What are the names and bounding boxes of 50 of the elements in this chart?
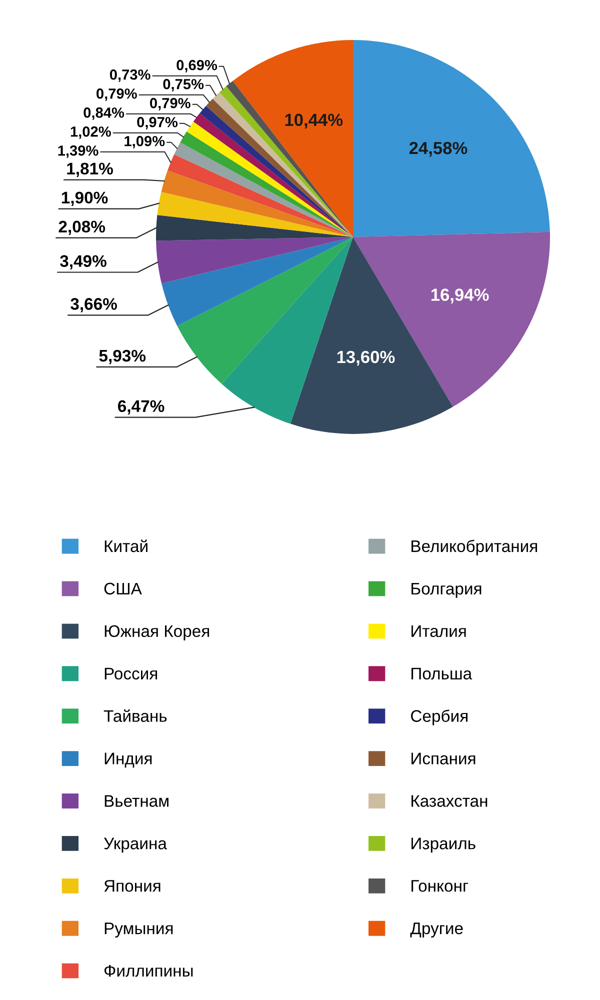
data-label: 0,75%	[163, 78, 204, 92]
data-label: 24,58%	[409, 142, 468, 157]
data-label: 13,60%	[337, 350, 395, 366]
pie-slice	[156, 215, 353, 241]
legend-label: Гонконг	[412, 880, 468, 892]
data-label: 5,93%	[99, 350, 146, 364]
pie-slice	[157, 192, 353, 237]
legend-label: Италия	[412, 625, 466, 638]
pie-slice	[232, 40, 353, 237]
data-label: 6,47%	[118, 400, 164, 414]
data-label: 10,44%	[285, 114, 343, 129]
pie-slice	[161, 170, 353, 237]
legend-label: Филлипины	[104, 964, 193, 977]
data-label: 1,81%	[67, 162, 113, 177]
legend-label: США	[104, 582, 142, 595]
legend-label: Индия	[104, 752, 152, 768]
data-label: 0,97%	[137, 116, 178, 130]
data-label: 0,73%	[110, 69, 150, 82]
data-label: 3,49%	[60, 255, 106, 270]
legend-label: Болгария	[412, 582, 482, 598]
legend-label: Великобритания	[412, 540, 537, 556]
data-label: 0,79%	[150, 98, 190, 110]
legend-label: Казахстан	[412, 795, 488, 807]
legend-label: Румыния	[104, 922, 173, 938]
pie-slice	[353, 40, 550, 237]
data-label: 2,08%	[58, 220, 106, 235]
legend-label: Вьетнам	[104, 795, 168, 807]
data-label: 0,69%	[176, 60, 218, 72]
legend-label: Испания	[412, 752, 476, 764]
legend-label: Япония	[104, 880, 160, 892]
legend-label: Израиль	[412, 838, 476, 853]
legend-label: Сербия	[411, 710, 468, 726]
legend-label: Польша	[412, 668, 472, 680]
data-label: 1,09%	[124, 136, 165, 148]
data-label: 1,02%	[70, 126, 111, 139]
pie-slice	[168, 154, 353, 237]
data-label: 0,84%	[84, 107, 124, 120]
pie-slice	[162, 237, 353, 326]
legend-label: Южная Корея	[104, 625, 210, 640]
legend-label: Тайвань	[104, 709, 167, 722]
legend-label: Украина	[104, 838, 167, 853]
data-label: 3,66%	[70, 298, 117, 312]
pie-slice	[156, 237, 353, 284]
data-label: 16,94%	[431, 288, 489, 304]
data-label: 1,39%	[58, 145, 98, 158]
legend-label: Другие	[410, 922, 463, 938]
data-label: 1,90%	[62, 192, 108, 206]
legend-label: Россия	[104, 668, 158, 680]
data-label: 0,79%	[96, 88, 137, 101]
legend-label: Китай	[104, 540, 148, 552]
